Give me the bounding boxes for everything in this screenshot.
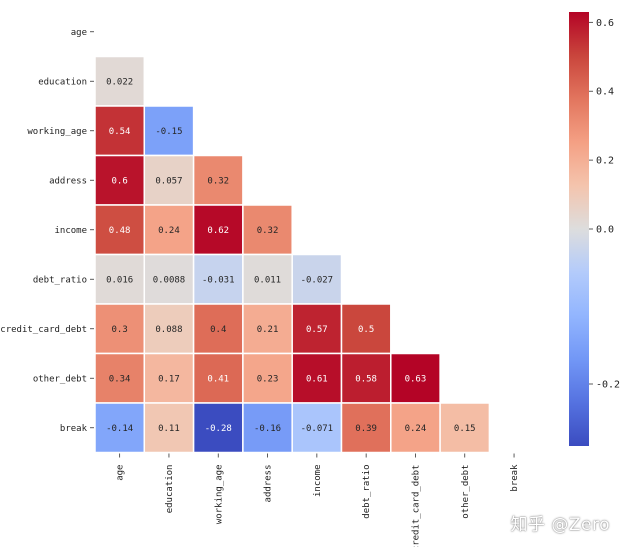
cell-value-label: 0.3	[112, 325, 128, 335]
cell-value-label: -0.027	[301, 275, 334, 285]
cell-value-label: 0.32	[257, 226, 279, 236]
colorbar-tick-label: 0.4	[596, 87, 614, 98]
cell-value-label: 0.011	[254, 275, 281, 285]
heatmap-cell	[439, 402, 491, 454]
cell-value-label: 0.4	[210, 325, 226, 335]
colorbar: 0.6 0.4 0.2 0.0 -0.2	[569, 12, 620, 446]
cell-value-label: 0.21	[257, 325, 279, 335]
cell-value-label: -0.14	[106, 424, 133, 434]
x-tick-label: education	[165, 465, 175, 514]
y-tick-label: credit_card_debt	[0, 325, 87, 335]
x-tick-label: credit_card_debt	[411, 465, 421, 548]
cell-value-label: 0.41	[207, 374, 229, 384]
heatmap-cell	[143, 204, 195, 256]
x-tick-label: other_debt	[461, 465, 471, 519]
cell-value-label: 0.58	[355, 374, 377, 384]
cell-value-label: 0.022	[106, 77, 133, 87]
cell-value-label: -0.16	[254, 424, 281, 434]
heatmap-cell	[192, 402, 244, 454]
watermark-text: 知乎 @Zero	[510, 515, 610, 535]
cell-value-label: 0.62	[207, 226, 229, 236]
heatmap-cell	[242, 303, 293, 355]
y-tick-label: address	[49, 176, 87, 186]
cell-value-label: 0.15	[454, 424, 476, 434]
heatmap-cell	[340, 303, 392, 355]
y-tick-label: income	[54, 226, 87, 236]
cell-value-label: -0.15	[155, 127, 182, 137]
cell-value-label: -0.071	[301, 424, 334, 434]
y-tick-label: working_age	[27, 127, 87, 137]
heatmap-cell	[94, 402, 146, 454]
cell-value-label: 0.61	[306, 374, 328, 384]
cell-value-label: 0.016	[106, 275, 133, 285]
cell-value-label: -0.28	[205, 424, 232, 434]
cell-value-label: -0.031	[202, 275, 235, 285]
x-tick-label: address	[264, 465, 274, 503]
cell-value-label: 0.17	[158, 374, 180, 384]
colorbar-tick-label: 0.6	[596, 18, 614, 29]
heatmap-cell	[340, 352, 392, 404]
cell-value-label: 0.63	[405, 374, 427, 384]
cell-value-label: 0.088	[155, 325, 182, 335]
y-tick-label: age	[71, 28, 87, 38]
heatmap-cell	[242, 204, 293, 256]
x-tick-label: break	[510, 464, 520, 492]
colorbar-tick-label: -0.2	[596, 380, 620, 391]
colorbar-tick-label: 0.0	[596, 225, 614, 236]
x-tick-label: income	[313, 465, 323, 498]
heatmap-cell	[192, 154, 244, 206]
y-tick-label: education	[38, 77, 87, 87]
cell-value-label: 0.057	[155, 176, 182, 186]
cell-value-label: 0.5	[358, 325, 374, 335]
y-tick-label: debt_ratio	[33, 275, 87, 285]
cell-value-label: 0.6	[112, 176, 128, 186]
colorbar-gradient	[569, 12, 589, 446]
heatmap-cell	[291, 303, 343, 355]
cell-value-label: 0.54	[109, 127, 131, 137]
y-tick-label: break	[60, 424, 88, 434]
cell-value-label: 0.11	[158, 424, 180, 434]
heatmap-cells: 0.022 0.54 -0.15 0.6 0.057 0.32 0.48 0.24 0.62 0.…	[94, 55, 491, 454]
cell-value-label: 0.32	[207, 176, 229, 186]
y-tick-label: other_debt	[33, 374, 87, 384]
cell-value-label: 0.24	[158, 226, 180, 236]
heatmap-cell	[143, 253, 195, 305]
heatmap-cell	[340, 402, 392, 454]
x-tick-label: debt_ratio	[362, 465, 372, 519]
cell-value-label: 0.0088	[153, 275, 186, 285]
heatmap-cell	[94, 55, 146, 107]
heatmap-cell	[94, 303, 146, 355]
x-tick-label: age	[116, 465, 126, 481]
heatmap-cell	[94, 352, 146, 404]
cell-value-label: 0.39	[355, 424, 377, 434]
colorbar-tick-label: 0.2	[596, 156, 614, 167]
heatmap-cell	[143, 303, 195, 355]
heatmap-cell	[94, 105, 146, 157]
cell-value-label: 0.48	[109, 226, 131, 236]
heatmap-cell	[390, 402, 441, 454]
cell-value-label: 0.57	[306, 325, 328, 335]
heatmap-cell	[242, 253, 293, 305]
heatmap-cell	[143, 352, 195, 404]
x-tick-label: working_age	[214, 465, 224, 525]
x-axis-tick-labels: age education working_age address income debt…	[116, 453, 520, 551]
cell-value-label: 0.24	[405, 424, 427, 434]
cell-value-label: 0.23	[257, 374, 279, 384]
cell-value-label: 0.34	[109, 374, 131, 384]
